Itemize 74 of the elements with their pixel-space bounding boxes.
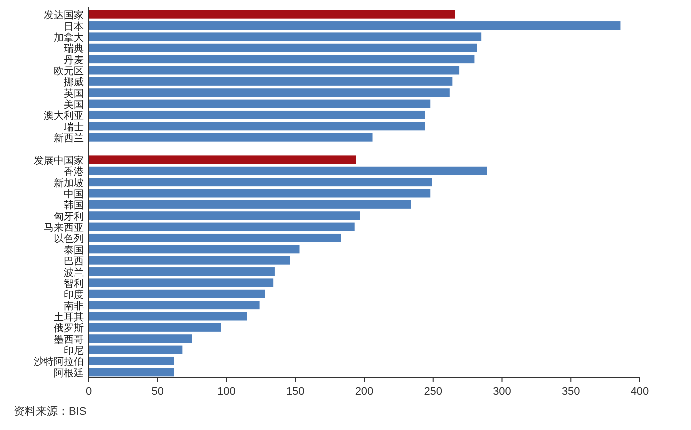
x-tick-label: 100 [218, 386, 236, 398]
y-tick-label: 智利 [64, 278, 84, 290]
bar [89, 222, 355, 232]
y-tick-label: 巴西 [64, 256, 84, 268]
y-tick-label: 俄罗斯 [54, 322, 84, 335]
bar [89, 66, 460, 75]
bar [89, 290, 266, 298]
y-tick-label: 发展中国家 [34, 154, 84, 167]
y-tick-label: 波兰 [64, 266, 84, 279]
y-tick-label: 印度 [64, 289, 84, 302]
bar [89, 77, 453, 86]
bar [89, 278, 274, 288]
y-tick-label: 墨西哥 [54, 334, 84, 346]
bar [89, 133, 373, 142]
x-tick-label: 50 [152, 386, 164, 398]
y-tick-label: 土耳其 [54, 312, 84, 324]
y-tick-label: 南非 [64, 300, 84, 312]
y-tick-label: 印尼 [64, 345, 84, 358]
y-tick-label: 匈牙利 [54, 210, 84, 223]
y-tick-label: 挪威 [64, 76, 84, 89]
bar [89, 234, 342, 242]
bar [89, 312, 248, 321]
bar [89, 110, 426, 120]
y-tick-label: 韩国 [64, 200, 84, 212]
y-tick-label: 澳大利亚 [44, 110, 84, 122]
x-tick-label: 300 [493, 386, 512, 398]
y-tick-label: 马来西亚 [44, 222, 84, 234]
bar [89, 22, 621, 30]
bar [89, 268, 275, 276]
y-tick-label: 加拿大 [54, 32, 84, 44]
bar [89, 301, 260, 310]
y-tick-label: 瑞士 [64, 121, 84, 134]
bar [89, 334, 192, 344]
bar [89, 346, 183, 354]
bar [89, 156, 356, 164]
x-tick-label: 350 [562, 386, 580, 398]
y-tick-label: 瑞典 [64, 43, 84, 56]
bar [89, 100, 431, 108]
x-tick-label: 0 [86, 386, 92, 398]
y-tick-label: 新加坡 [54, 177, 84, 190]
bar [89, 356, 174, 366]
y-tick-label: 泰国 [64, 245, 84, 256]
y-tick-label: 丹麦 [64, 54, 84, 66]
bar [89, 88, 450, 98]
y-tick-label: 英国 [64, 88, 84, 100]
x-tick-label: 200 [355, 386, 374, 398]
y-tick-label: 以色列 [54, 233, 84, 246]
bar [89, 200, 412, 209]
bar [89, 245, 300, 254]
text: 资料来源：BIS [14, 405, 87, 418]
bar [89, 32, 482, 42]
y-tick-label: 发达国家 [44, 10, 84, 22]
bar [89, 122, 426, 131]
x-tick-label: 250 [424, 386, 443, 398]
y-tick-label: 沙特阿拉伯 [34, 356, 84, 368]
bar [89, 256, 290, 265]
bar [89, 178, 432, 187]
x-tick-label: 400 [630, 386, 650, 398]
y-tick-label: 阿根廷 [54, 367, 84, 380]
bar [89, 55, 475, 64]
y-tick-label: 日本 [64, 20, 84, 33]
y-tick-label: 新西兰 [54, 132, 84, 145]
x-tick-label: 150 [286, 386, 305, 398]
y-tick-label: 美国 [64, 99, 84, 112]
y-tick-label: 欧元区 [54, 66, 84, 78]
bar [89, 212, 360, 220]
bar [89, 368, 174, 377]
y-tick-label: 香港 [64, 166, 84, 178]
bar [89, 10, 456, 19]
bar [89, 189, 431, 198]
y-tick-label: 中国 [64, 188, 84, 200]
bar [89, 44, 478, 52]
bar [89, 166, 488, 176]
bar [89, 323, 222, 332]
